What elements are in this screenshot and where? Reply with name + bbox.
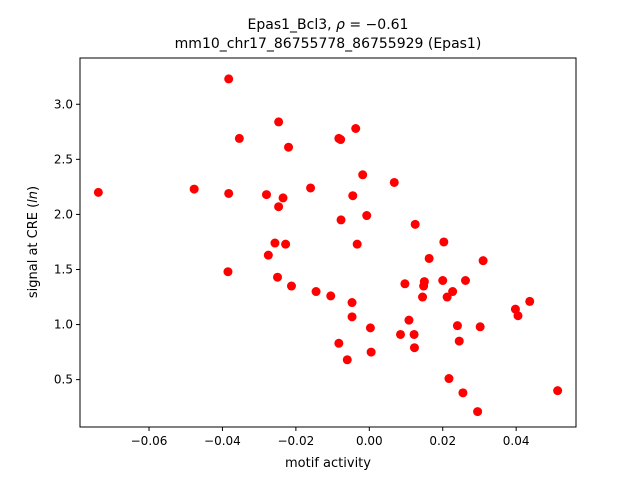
x-tick-label-4: 0.02 [429,434,456,448]
data-point-10 [274,117,284,127]
data-point-5 [234,133,244,143]
data-point-44 [438,276,448,285]
y-axis-label-prefix: signal at CRE ( [26,203,41,298]
y-axis-label-ln: ln [26,191,41,203]
data-point-11 [273,272,283,282]
data-point-52 [460,276,470,285]
y-tick-label-5: 3.0 [54,97,73,111]
x-axis-ticks: −0.06 −0.04 −0.02 0.00 0.02 0.04 [131,427,530,448]
data-point-48 [448,287,458,297]
data-point-9 [274,202,284,212]
data-point-43 [424,253,434,263]
data-point-12 [278,193,288,203]
data-point-22 [334,338,344,348]
data-point-55 [478,256,488,266]
data-point-15 [286,281,296,291]
title-text: Epas1_Bcl3, [248,17,337,33]
data-point-58 [525,296,535,306]
data-point-6 [262,190,271,200]
y-tick-label-0: 0.5 [54,373,73,387]
data-point-29 [358,170,368,180]
x-axis-label: motif activity [285,456,371,471]
data-point-46 [442,292,452,302]
data-point-25 [347,312,357,322]
title-rho-symbol: ρ [336,17,345,33]
chart-title-line1: Epas1_Bcl3, ρ = −0.61 [248,17,409,33]
data-point-20 [336,135,346,145]
data-point-35 [400,279,410,289]
y-tick-label-2: 1.5 [54,262,73,276]
y-tick-label-3: 2.0 [54,207,73,221]
data-point-40 [418,292,428,302]
x-tick-label-3: 0.00 [356,434,383,448]
data-point-47 [444,374,454,384]
x-tick-label-0: −0.06 [131,434,168,448]
y-tick-label-4: 2.5 [54,152,73,166]
data-point-1 [189,184,199,194]
data-point-49 [452,321,462,331]
data-point-27 [351,124,361,133]
data-point-24 [347,298,357,308]
data-point-2 [224,74,234,84]
data-point-4 [223,267,233,277]
data-point-54 [475,322,485,332]
data-point-59 [553,386,563,396]
y-tick-label-1: 1.0 [54,318,73,332]
data-point-14 [284,142,294,152]
data-point-7 [263,250,273,260]
x-tick-label-1: −0.04 [204,434,241,448]
x-tick-label-2: −0.02 [277,434,314,448]
data-point-38 [409,343,419,353]
data-point-16 [306,183,316,193]
data-point-32 [366,347,376,357]
data-point-50 [454,336,464,346]
chart-title-line2: mm10_chr17_86755778_86755929 (Epas1) [175,36,482,52]
data-point-3 [224,188,234,198]
data-point-8 [270,238,280,248]
data-point-21 [336,215,346,225]
data-point-31 [365,323,375,333]
data-point-36 [404,315,414,325]
data-point-45 [439,237,449,247]
data-point-42 [419,277,429,287]
data-points [93,74,563,417]
data-point-23 [342,355,352,365]
data-point-37 [409,329,419,339]
data-point-53 [473,407,483,417]
data-point-26 [348,191,358,201]
x-tick-label-5: 0.04 [503,434,530,448]
y-axis-label-suffix: ) [26,186,41,191]
data-point-39 [410,219,420,229]
plot-area-frame [79,57,577,428]
data-point-18 [326,291,336,301]
data-point-30 [362,211,372,221]
data-point-0 [93,187,103,197]
data-point-57 [513,311,523,321]
title-rho-value: = −0.61 [345,17,409,33]
data-point-34 [396,329,406,339]
data-point-33 [389,177,399,187]
data-point-28 [352,239,362,249]
data-point-51 [458,388,468,398]
y-axis-label: signal at CRE (ln) [26,186,41,298]
data-point-17 [311,287,321,297]
y-axis-ticks: 0.5 1.0 1.5 2.0 2.5 3.0 [54,97,80,387]
data-point-13 [281,239,291,249]
